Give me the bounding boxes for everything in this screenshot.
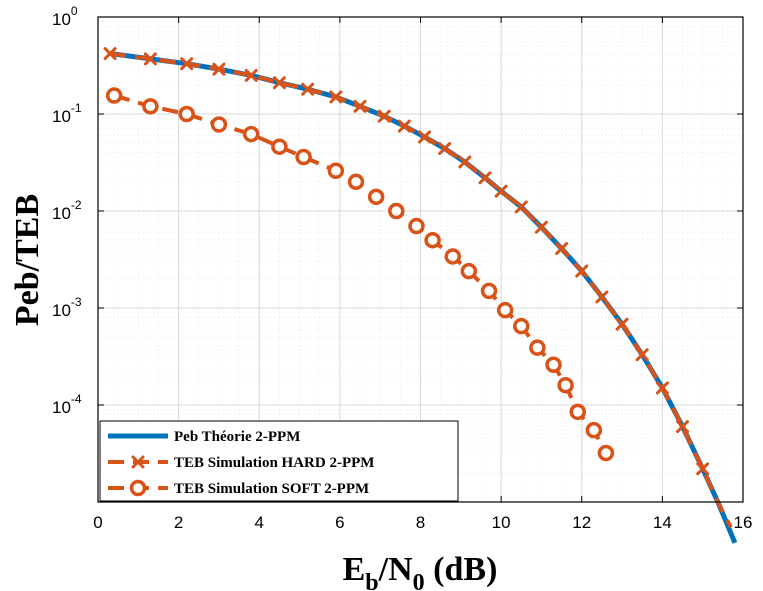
data-point-x-marker [143,52,157,66]
data-point-circle-marker [569,403,586,421]
x-tick-label: 0 [93,513,102,532]
y-tick-base: 10 [52,107,71,126]
data-point-circle-marker [597,444,615,462]
y-tick-base: 10 [52,204,71,223]
data-point-x-marker [377,109,391,123]
data-point-x-marker [555,242,569,256]
x-title-sep: /N [378,551,413,588]
x-tick-label: 6 [335,513,344,532]
data-point-x-marker [397,119,411,133]
data-point-x-marker [696,462,710,476]
data-point-x-marker [458,155,472,169]
data-point-x-marker [575,264,589,278]
x-tick-label: 14 [653,513,672,532]
y-tick-label: 10-3 [52,295,82,320]
y-tick-exponent: 0 [71,4,78,18]
x-tick-label: 4 [255,513,264,532]
data-point-circle-marker [327,162,345,179]
data-point-circle-marker [408,217,425,235]
data-point-circle-marker [557,376,574,394]
data-point-circle-marker [585,421,603,439]
data-point-x-marker [418,130,432,144]
data-point-x-marker [595,290,609,304]
y-tick-exponent: -3 [71,295,82,309]
legend-item-3: TEB Simulation SOFT 2-PPM [108,479,369,497]
y-tick-label: 100 [52,4,78,29]
data-point-x-marker [438,142,452,156]
data-point-circle-marker [444,248,461,265]
x-tick-label: 10 [492,513,511,532]
data-point-circle-marker [178,105,195,123]
y-tick-label: 10-2 [52,198,82,223]
data-point-x-marker [244,68,258,82]
data-point-x-marker [301,82,315,96]
data-point-circle-marker [460,262,478,280]
data-point-x-marker [494,184,508,198]
data-point-x-marker [180,57,194,71]
x-title-sub: b [365,570,378,591]
data-point-circle-marker [210,116,228,133]
legend-item-2: TEB Simulation HARD 2-PPM [108,455,374,471]
series-layer [103,47,738,544]
x-tick-label: 12 [572,513,591,532]
data-point-x-marker [272,76,286,90]
y-tick-base: 10 [52,301,71,320]
legend-label: TEB Simulation SOFT 2-PPM [174,481,369,497]
data-point-circle-marker [545,356,562,373]
y-tick-exponent: -4 [71,392,82,406]
data-point-circle-marker [424,231,441,249]
legend-item-1: Peb Théorie 2-PPM [108,429,300,445]
data-point-circle-marker [513,317,530,335]
data-point-x-marker [635,348,649,362]
series-3 [105,87,615,462]
x-tick-label: 2 [174,513,183,532]
data-point-x-marker [329,90,343,104]
legend-label: Peb Théorie 2-PPM [174,429,300,445]
data-point-circle-marker [105,87,123,104]
data-point-circle-marker [388,202,405,220]
data-point-circle-marker [271,138,288,155]
data-point-circle-marker [480,282,498,300]
data-point-x-marker [131,455,145,469]
y-tick-label: 10-1 [52,101,82,126]
data-point-circle-marker [367,188,385,206]
y-tick-base: 10 [52,10,71,29]
y-tick-base: 10 [52,398,71,417]
data-point-x-marker [103,47,117,61]
axis-labels: Eb/N0 (dB)Peb/TEB [9,194,497,591]
x-tick-label: 16 [734,513,753,532]
data-point-x-marker [478,171,492,185]
data-point-circle-marker [496,301,514,319]
data-point-x-marker [676,420,690,434]
legend-label: TEB Simulation HARD 2-PPM [174,455,374,471]
data-point-x-marker [615,317,629,331]
y-tick-label: 10-4 [52,392,82,417]
series-line [109,51,733,529]
data-point-circle-marker [347,173,365,191]
x-title-unit: (dB) [425,551,498,588]
y-tick-exponent: -2 [71,198,82,212]
x-title-main: E [343,551,366,588]
data-point-x-marker [353,99,367,113]
x-axis-title: Eb/N0 (dB) [343,551,498,591]
data-point-circle-marker [295,148,312,166]
series-2 [103,47,733,529]
data-point-x-marker [212,62,226,76]
data-point-x-marker [655,381,669,395]
data-point-circle-marker [142,98,159,115]
data-point-circle-marker [129,479,147,497]
legend: Peb Théorie 2-PPM TEB Simulation HARD 2-P… [99,420,459,502]
data-point-x-marker [534,220,548,234]
y-axis-title: Peb/TEB [9,194,46,326]
data-point-x-marker [514,200,528,214]
data-point-circle-marker [242,125,260,143]
data-point-circle-marker [529,339,546,356]
x-title-sub: 0 [413,570,425,591]
x-tick-label: 8 [416,513,425,532]
y-tick-exponent: -1 [71,101,82,115]
